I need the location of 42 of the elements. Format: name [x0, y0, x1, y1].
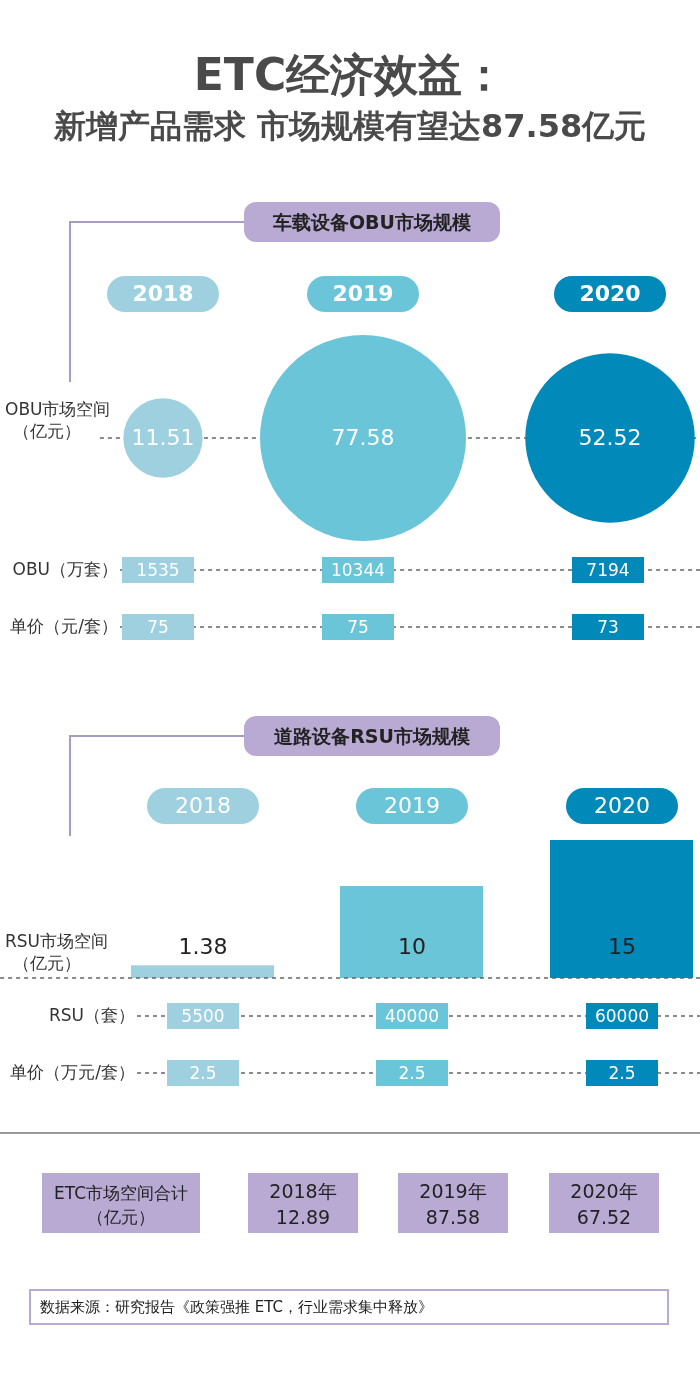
source-note: 数据来源：研究报告《政策强推 ETC，行业需求集中释放》 [40, 1297, 434, 1316]
data-label: 52.52 [578, 425, 642, 450]
data-label: 10344 [330, 560, 386, 580]
data-label: 2.5 [189, 1063, 217, 1083]
category-label: 2020 [579, 281, 641, 306]
category-label: 2018年 [269, 1179, 337, 1202]
text: 车载设备OBU市场规模 [271, 210, 472, 233]
category-label: 2019年 [419, 1179, 487, 1202]
text: RSU（套） [48, 1005, 135, 1025]
text: ETC经济效益： [193, 49, 507, 100]
text: OBU市场空间（亿元） [5, 399, 111, 441]
data-label: 40000 [384, 1006, 440, 1026]
data-label: 1535 [136, 560, 180, 580]
category-label: 2019 [332, 281, 394, 306]
data-label: 75 [147, 617, 169, 637]
data-label: 7194 [586, 560, 630, 580]
x-tick-label: 2020 [594, 793, 650, 818]
text: ETC市场空间合计（亿元） [54, 1183, 188, 1227]
data-label: 75 [347, 617, 369, 637]
data-label: 77.58 [331, 425, 395, 450]
data-label: 60000 [594, 1006, 650, 1026]
x-tick-label: 2019 [384, 793, 440, 818]
data-label: 1.38 [178, 934, 228, 959]
data-label: 87.58 [425, 1205, 481, 1228]
text: OBU（万套） [12, 559, 118, 579]
category-label: 2018 [132, 281, 194, 306]
data-label: 67.52 [576, 1205, 632, 1228]
text: 新增产品需求 市场规模有望达87.58亿元 [52, 107, 647, 145]
category-label: 2020年 [570, 1179, 638, 1202]
data-label: 2.5 [608, 1063, 636, 1083]
y-axis-title: RSU市场空间（亿元） [5, 931, 109, 973]
data-label: 11.51 [131, 425, 195, 450]
text: 单价（万元/套） [10, 1062, 135, 1082]
data-label: 12.89 [275, 1205, 331, 1228]
data-label: 2.5 [398, 1063, 426, 1083]
chart-title: 道路设备RSU市场规模 [274, 724, 470, 747]
data-label: 15 [608, 934, 636, 959]
text: 单价（元/套） [10, 616, 118, 636]
data-label: 10 [398, 934, 426, 959]
x-tick-label: 2018 [175, 793, 231, 818]
data-label: 73 [597, 617, 619, 637]
data-label: 5500 [181, 1006, 225, 1026]
